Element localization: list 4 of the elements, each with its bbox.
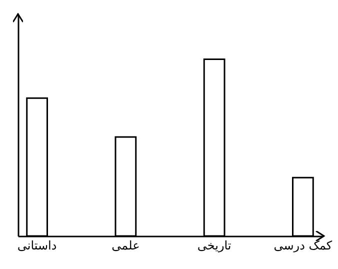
x-tick-label: تاریخی: [197, 238, 232, 252]
x-tick-label: علمی: [112, 238, 140, 252]
x-tick-label: کمک درسی: [274, 238, 332, 252]
x-tick-label: داستانی: [17, 238, 57, 252]
